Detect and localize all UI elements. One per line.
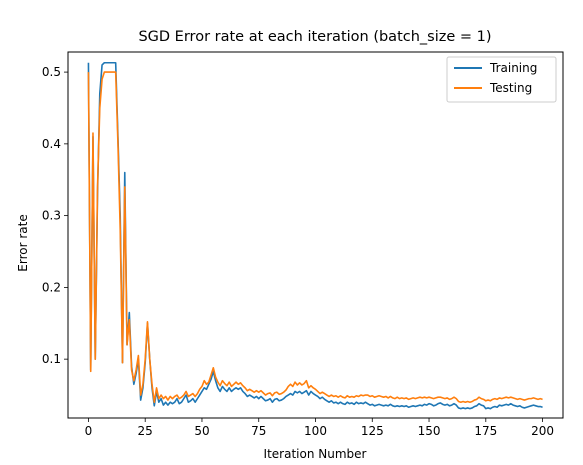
legend-label-training: Training	[489, 61, 537, 75]
legend: Training Testing	[446, 56, 557, 103]
x-tick-label: 125	[361, 424, 384, 438]
y-tick-label: 0.5	[42, 65, 61, 79]
x-tick-label: 175	[474, 424, 497, 438]
y-tick-label: 0.2	[42, 280, 61, 294]
series-line-testing	[87, 71, 543, 404]
legend-label-testing: Testing	[489, 81, 532, 95]
y-tick-label: 0.3	[42, 209, 61, 223]
y-axis: 0.1 0.2 0.3 0.4 0.5	[42, 65, 68, 366]
x-tick-label: 200	[531, 424, 554, 438]
y-axis-title: Error rate	[16, 214, 30, 271]
x-tick-label: 0	[85, 424, 93, 438]
x-tick-label: 25	[138, 424, 153, 438]
chart-title: SGD Error rate at each iteration (batch_…	[138, 29, 491, 45]
x-tick-label: 75	[251, 424, 266, 438]
plot-lines	[87, 61, 543, 410]
x-tick-label: 150	[418, 424, 441, 438]
x-tick-label: 50	[194, 424, 209, 438]
y-tick-label: 0.1	[42, 352, 61, 366]
series-line-training	[87, 61, 543, 410]
x-axis: 0 25 50 75 100 125 150 175 200	[85, 418, 554, 438]
x-axis-title: Iteration Number	[264, 447, 367, 461]
y-tick-label: 0.4	[42, 137, 61, 151]
x-tick-label: 100	[304, 424, 327, 438]
